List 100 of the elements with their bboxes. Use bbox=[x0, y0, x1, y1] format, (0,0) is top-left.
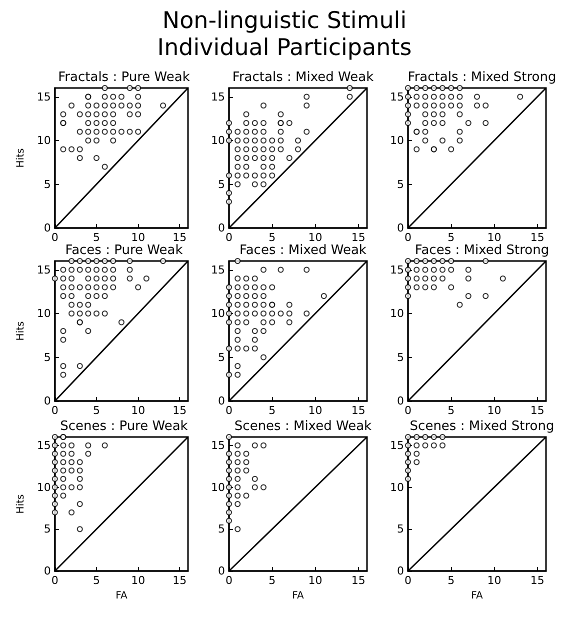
point bbox=[474, 94, 480, 100]
point bbox=[85, 276, 92, 282]
point bbox=[60, 276, 66, 282]
y-tick-label: 10 bbox=[36, 307, 51, 320]
point bbox=[448, 85, 454, 91]
point bbox=[260, 293, 266, 299]
point bbox=[414, 102, 420, 108]
point bbox=[346, 85, 353, 91]
chart-title: Faces : Pure Weak bbox=[65, 243, 184, 258]
point bbox=[76, 310, 83, 316]
point bbox=[110, 266, 116, 273]
chart-title: Faces : Mixed Strong bbox=[414, 243, 550, 258]
point bbox=[448, 146, 454, 152]
point bbox=[260, 310, 266, 316]
x-tick-label: 5 bbox=[268, 231, 276, 244]
point bbox=[278, 310, 284, 316]
x-tick-label: 5 bbox=[92, 404, 100, 417]
point bbox=[482, 102, 489, 108]
point bbox=[243, 284, 250, 290]
point bbox=[440, 138, 446, 144]
point bbox=[60, 146, 66, 152]
x-tick-label: 15 bbox=[172, 574, 187, 587]
x-tick-label: 10 bbox=[487, 574, 502, 587]
x-axis-title: FA bbox=[471, 590, 483, 602]
point bbox=[243, 172, 250, 178]
y-tick-label: 0 bbox=[44, 394, 51, 408]
y-tick-label: 10 bbox=[211, 307, 225, 320]
point bbox=[286, 155, 292, 161]
x-tick-label: 5 bbox=[92, 231, 100, 244]
point bbox=[226, 120, 232, 126]
y-tick-label: 5 bbox=[218, 178, 225, 191]
point bbox=[93, 111, 100, 118]
point bbox=[430, 146, 437, 152]
point bbox=[405, 120, 411, 126]
point bbox=[52, 484, 58, 490]
point bbox=[68, 310, 75, 316]
point bbox=[252, 336, 258, 343]
y-tick-label: 0 bbox=[397, 564, 404, 578]
point bbox=[234, 492, 241, 499]
point bbox=[456, 138, 463, 144]
point bbox=[226, 346, 232, 352]
point bbox=[68, 450, 75, 457]
point bbox=[414, 258, 420, 264]
point bbox=[243, 111, 250, 118]
point bbox=[260, 128, 266, 135]
point bbox=[414, 434, 420, 440]
point bbox=[226, 434, 232, 440]
point bbox=[260, 172, 266, 178]
y-tick-label: 15 bbox=[36, 438, 51, 452]
point bbox=[260, 138, 266, 144]
point bbox=[60, 484, 66, 490]
point bbox=[474, 102, 480, 108]
point bbox=[260, 164, 266, 170]
point bbox=[243, 319, 250, 326]
point bbox=[52, 476, 58, 482]
y-axis-title: Hits bbox=[16, 321, 26, 341]
point bbox=[60, 492, 66, 499]
point bbox=[243, 146, 250, 152]
point bbox=[252, 476, 258, 482]
y-tick-label: 15 bbox=[390, 90, 404, 104]
point bbox=[269, 302, 276, 308]
point bbox=[234, 328, 241, 334]
point bbox=[85, 450, 92, 457]
point bbox=[234, 468, 241, 474]
point bbox=[260, 442, 266, 448]
y-tick-label: 0 bbox=[218, 222, 225, 234]
point bbox=[243, 276, 250, 282]
point bbox=[60, 284, 66, 290]
x-tick-label: 15 bbox=[530, 404, 544, 417]
point bbox=[76, 155, 83, 161]
point bbox=[430, 120, 437, 126]
point bbox=[405, 468, 411, 474]
point bbox=[430, 434, 437, 440]
point bbox=[60, 459, 66, 466]
x-tick-label: 15 bbox=[351, 231, 366, 244]
point bbox=[234, 336, 241, 343]
y-tick-label: 0 bbox=[397, 394, 404, 408]
point bbox=[440, 85, 446, 91]
point bbox=[102, 85, 108, 91]
x-tick-label: 10 bbox=[487, 404, 502, 417]
point bbox=[440, 111, 446, 118]
y-tick-label: 5 bbox=[397, 350, 404, 364]
point bbox=[52, 459, 58, 466]
point bbox=[68, 459, 75, 466]
y-tick-label: 15 bbox=[211, 90, 225, 104]
point bbox=[234, 172, 241, 178]
point bbox=[102, 293, 108, 299]
y-tick-label: 15 bbox=[211, 438, 225, 452]
point bbox=[68, 146, 75, 152]
point bbox=[68, 468, 75, 474]
point bbox=[226, 476, 232, 482]
point bbox=[456, 85, 463, 91]
point bbox=[234, 284, 241, 290]
y-tick-label: 5 bbox=[44, 350, 51, 364]
point bbox=[465, 120, 472, 126]
point bbox=[76, 128, 83, 135]
point bbox=[126, 276, 133, 282]
point bbox=[102, 442, 108, 448]
point bbox=[234, 450, 241, 457]
point bbox=[260, 120, 266, 126]
